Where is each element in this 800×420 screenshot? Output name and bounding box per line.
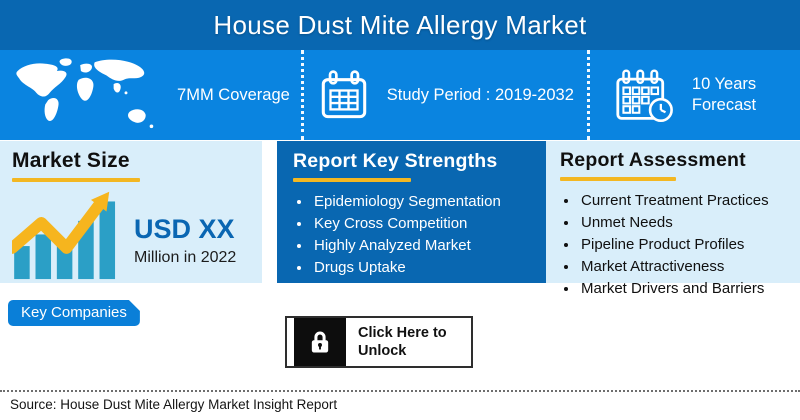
- source-text: Source: House Dust Mite Allergy Market I…: [10, 397, 338, 412]
- key-companies-button[interactable]: Key Companies: [8, 300, 140, 326]
- forecast-label: 10 Years Forecast: [691, 75, 757, 114]
- assessment-panel: Report Assessment Current Treatment Prac…: [546, 141, 800, 297]
- bullet-item: Unmet Needs: [579, 212, 786, 234]
- market-value: USD XX: [134, 213, 235, 244]
- unlock-left-pad: [287, 318, 294, 366]
- accent-underline: [293, 178, 411, 182]
- info-bar: 7MM Coverage Study Period : 2019-2032: [0, 50, 800, 140]
- info-item-coverage: 7MM Coverage: [0, 50, 304, 140]
- world-map-icon: [11, 55, 161, 135]
- unlock-button[interactable]: Click Here to Unlock: [285, 316, 473, 368]
- bullet-item: Current Treatment Practices: [579, 190, 786, 212]
- bullet-item: Highly Analyzed Market: [312, 235, 530, 257]
- study-period-label: Study Period : 2019-2032: [386, 85, 574, 104]
- bullet-item: Pipeline Product Profiles: [579, 234, 786, 256]
- coverage-label: 7MM Coverage: [177, 85, 290, 104]
- calendar-clock-icon: [612, 66, 676, 124]
- key-strengths-title: Report Key Strengths: [293, 150, 498, 172]
- key-strengths-list: Epidemiology SegmentationKey Cross Compe…: [293, 191, 530, 280]
- info-item-study-period: Study Period : 2019-2032: [304, 50, 590, 140]
- info-item-forecast: 10 Years Forecast: [590, 50, 800, 140]
- key-strengths-panel: Report Key Strengths Epidemiology Segmen…: [277, 141, 546, 283]
- accent-underline: [12, 178, 140, 182]
- assessment-title: Report Assessment: [560, 149, 746, 171]
- accent-underline: [560, 177, 676, 181]
- market-value-caption: Million in 2022: [134, 248, 237, 266]
- title-bar: House Dust Mite Allergy Market: [0, 0, 800, 50]
- bullet-item: Key Cross Competition: [312, 213, 530, 235]
- market-size-panel: Market Size USD XX Million: [0, 141, 262, 283]
- assessment-list: Current Treatment PracticesUnmet NeedsPi…: [560, 190, 786, 301]
- bullet-item: Market Attractiveness: [579, 256, 786, 278]
- unlock-label: Click Here to Unlock: [358, 324, 447, 359]
- market-size-title: Market Size: [12, 149, 130, 172]
- bullet-item: Market Drivers and Barriers: [579, 278, 786, 300]
- lock-icon: [294, 318, 346, 366]
- bullet-item: Drugs Uptake: [312, 257, 530, 279]
- calendar-icon: [317, 68, 371, 122]
- growth-bar-chart-icon: [12, 184, 124, 281]
- page-title: House Dust Mite Allergy Market: [213, 9, 587, 40]
- bullet-item: Epidemiology Segmentation: [312, 191, 530, 213]
- footer-divider: [0, 390, 800, 392]
